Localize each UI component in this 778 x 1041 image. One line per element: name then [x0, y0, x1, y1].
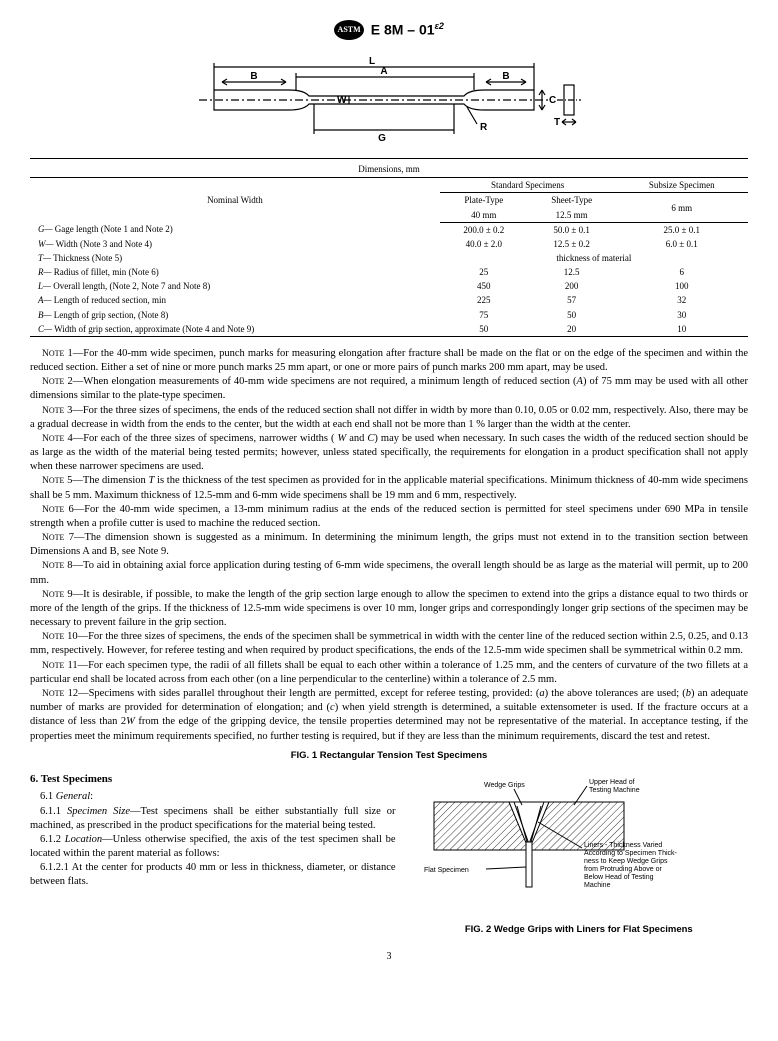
fig2-liners-label: Liners - Thickness Varied According to S… — [584, 842, 679, 889]
dim-caption: Dimensions, mm — [30, 159, 748, 178]
p-6-1: 6.1 General: — [30, 790, 396, 804]
note-paragraph: NOTE 1—For the 40-mm wide specimen, punc… — [30, 347, 748, 375]
notes-block: NOTE 1—For the 40-mm wide specimen, punc… — [30, 347, 748, 744]
section6-title: 6. Test Specimens — [30, 772, 396, 787]
fig2-upper-label: Upper Head ofTesting Machine — [589, 779, 640, 794]
table-row: W— Width (Note 3 and Note 4)40.0 ± 2.012… — [30, 237, 748, 251]
astm-logo: ASTM — [334, 20, 364, 40]
svg-text:W: W — [337, 95, 347, 106]
hdr-6mm: 6 mm — [616, 193, 748, 222]
fig2-caption: FIG. 2 Wedge Grips with Liners for Flat … — [410, 924, 748, 937]
note-paragraph: NOTE 5—The dimension T is the thickness … — [30, 474, 748, 502]
hdr-standard: Standard Specimens — [440, 178, 616, 193]
doc-code-sup: ε2 — [435, 21, 444, 31]
hdr-40mm: 40 mm — [440, 208, 528, 223]
hdr-sheet: Sheet-Type — [528, 193, 616, 208]
note-paragraph: NOTE 8—To aid in obtaining axial force a… — [30, 559, 748, 587]
specimen-diagram: L A B B W C T — [30, 52, 748, 152]
fig2-wedge-label: Wedge Grips — [484, 782, 525, 789]
svg-text:A: A — [380, 66, 387, 77]
note-paragraph: NOTE 3—For the three sizes of specimens,… — [30, 404, 748, 432]
note-paragraph: NOTE 9—It is desirable, if possible, to … — [30, 588, 748, 631]
fig2-svg: Wedge Grips Upper Head ofTesting Machine… — [414, 772, 744, 912]
table-row: T— Thickness (Note 5)thickness of materi… — [30, 251, 748, 265]
fig2-block: Wedge Grips Upper Head ofTesting Machine… — [410, 772, 748, 936]
table-row: A— Length of reduced section, min2255732 — [30, 293, 748, 307]
fig2-flat-label: Flat Specimen — [424, 867, 469, 874]
p-6-1-2: 6.1.2 Location—Unless otherwise specifie… — [30, 833, 396, 861]
table-row: G— Gage length (Note 1 and Note 2)200.0 … — [30, 222, 748, 237]
svg-text:B: B — [502, 71, 509, 82]
dimensions-table: Dimensions, mm Nominal Width Standard Sp… — [30, 158, 748, 337]
hdr-125mm: 12.5 mm — [528, 208, 616, 223]
svg-text:T: T — [554, 117, 560, 128]
fig1-caption: FIG. 1 Rectangular Tension Test Specimen… — [30, 750, 748, 763]
doc-header: ASTM E 8M – 01ε2 — [30, 20, 748, 40]
doc-code-text: E 8M – 01 — [371, 22, 435, 38]
note-paragraph: NOTE 4—For each of the three sizes of sp… — [30, 432, 748, 475]
note-paragraph: NOTE 7—The dimension shown is suggested … — [30, 531, 748, 559]
section-6: 6. Test Specimens 6.1 General: 6.1.1 Spe… — [30, 772, 396, 936]
note-paragraph: NOTE 12—Specimens with sides parallel th… — [30, 687, 748, 744]
hdr-nominal: Nominal Width — [30, 178, 440, 222]
doc-code: E 8M – 01ε2 — [371, 20, 444, 40]
p-6-1-1: 6.1.1 Specimen Size—Test specimens shall… — [30, 805, 396, 833]
note-paragraph: NOTE 2—When elongation measurements of 4… — [30, 375, 748, 403]
page-number: 3 — [30, 950, 748, 964]
svg-text:L: L — [369, 56, 375, 67]
hdr-plate: Plate-Type — [440, 193, 528, 208]
svg-text:B: B — [250, 71, 257, 82]
note-paragraph: NOTE 6—For the 40-mm wide specimen, a 13… — [30, 503, 748, 531]
p-6-1-2-1: 6.1.2.1 At the center for products 40 mm… — [30, 861, 396, 889]
table-row: R— Radius of fillet, min (Note 6)2512.56 — [30, 265, 748, 279]
table-row: L— Overall length, (Note 2, Note 7 and N… — [30, 279, 748, 293]
svg-text:C: C — [549, 95, 556, 106]
table-row: B— Length of grip section, (Note 8)75503… — [30, 308, 748, 322]
table-row: C— Width of grip section, approximate (N… — [30, 322, 748, 337]
note-paragraph: NOTE 11—For each specimen type, the radi… — [30, 659, 748, 687]
svg-text:R: R — [480, 122, 488, 133]
note-paragraph: NOTE 10—For the three sizes of specimens… — [30, 630, 748, 658]
hdr-subsize: Subsize Specimen — [616, 178, 748, 193]
svg-text:G: G — [378, 133, 386, 144]
